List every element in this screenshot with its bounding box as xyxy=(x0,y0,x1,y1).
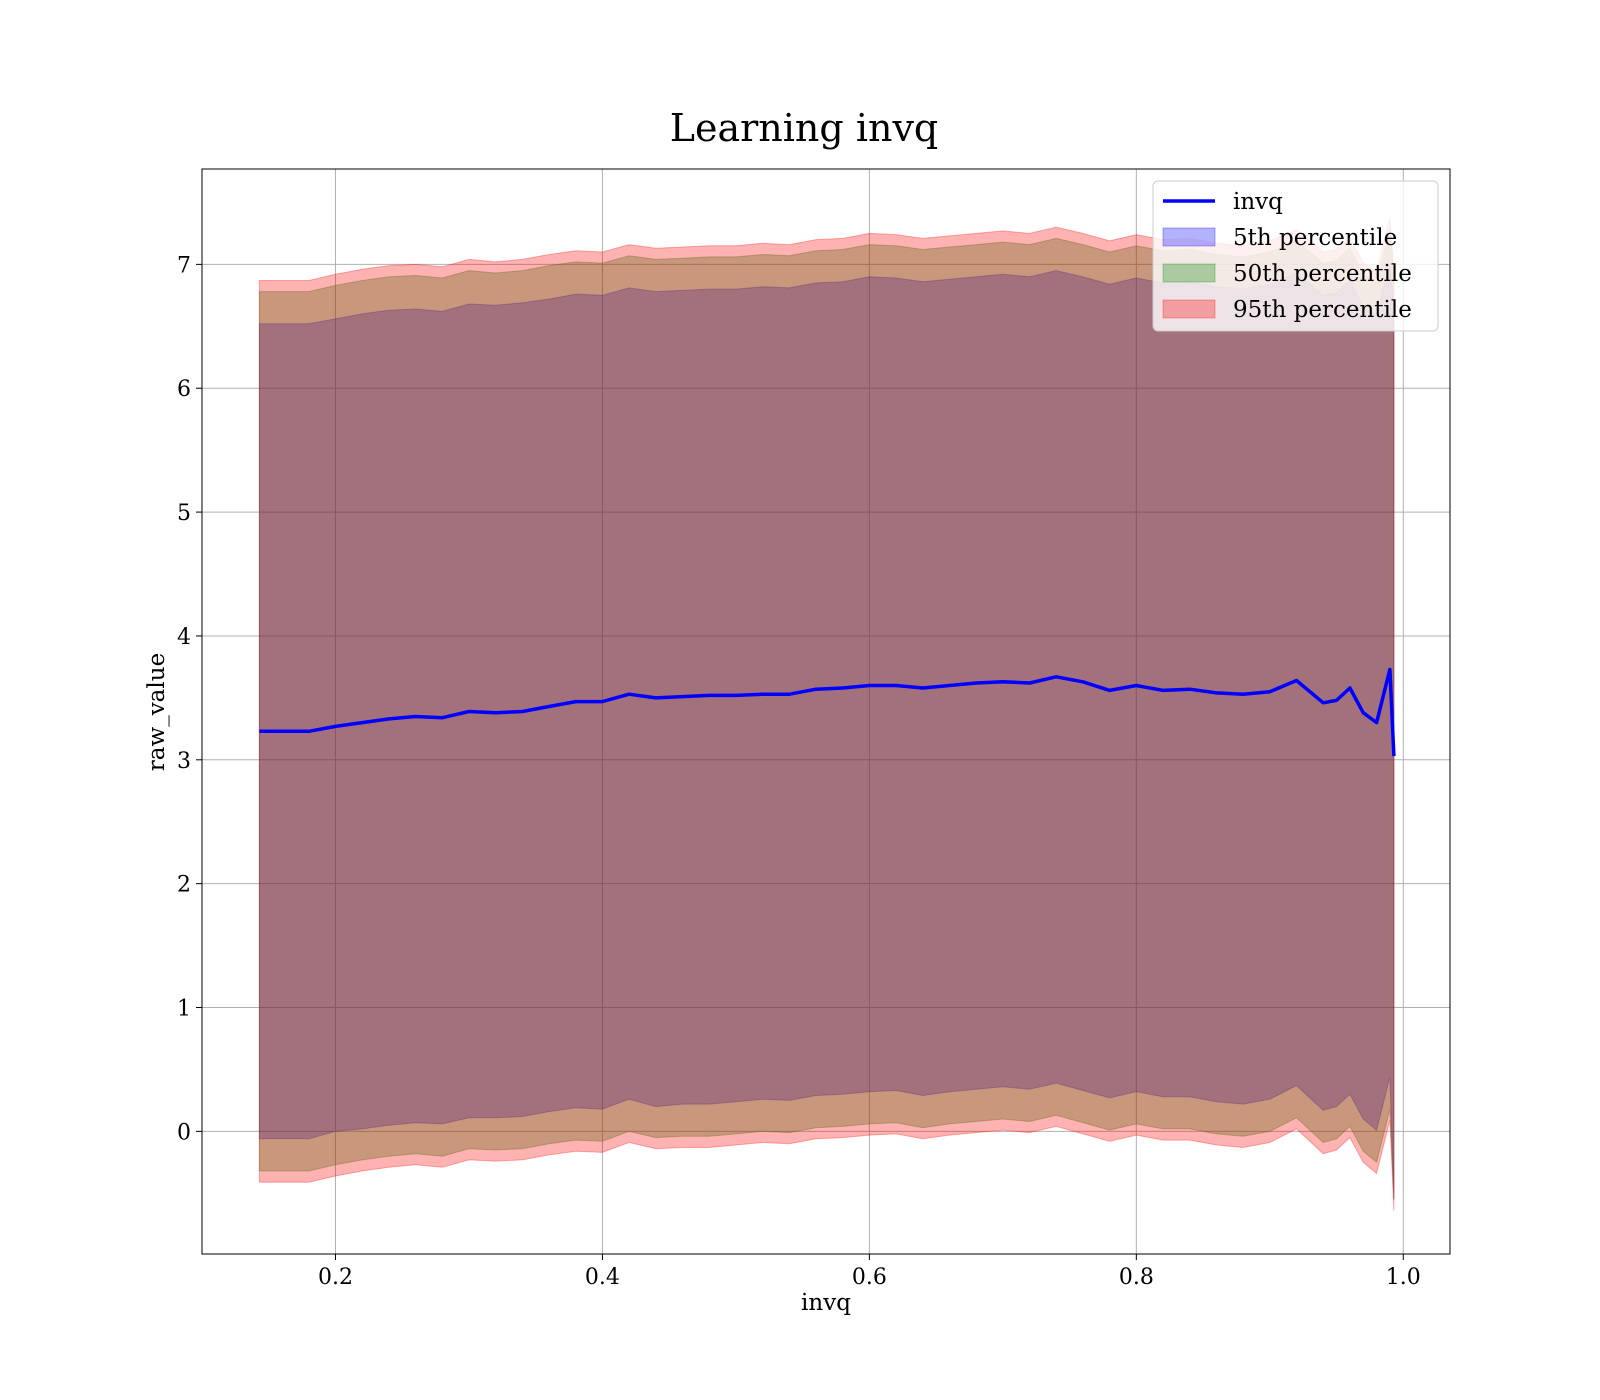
percentile-bands xyxy=(258,218,1395,1211)
y-tick-label: 6 xyxy=(177,377,191,402)
x-tick-label: 0.2 xyxy=(318,1265,353,1290)
y-tick-label: 7 xyxy=(177,253,191,278)
x-tick-label: 0.8 xyxy=(1119,1265,1154,1290)
y-tick-label: 5 xyxy=(177,501,191,526)
y-tick-label: 0 xyxy=(177,1120,191,1145)
band-series-1 xyxy=(258,261,1395,1200)
legend-label: invq xyxy=(1233,189,1283,215)
legend-label: 95th percentile xyxy=(1233,297,1412,323)
y-tick-label: 4 xyxy=(177,625,191,650)
legend-label: 5th percentile xyxy=(1233,225,1397,251)
x-tick-label: 0.4 xyxy=(585,1265,620,1290)
legend-label: 50th percentile xyxy=(1233,261,1412,287)
x-tick-label: 1.0 xyxy=(1386,1265,1421,1290)
legend-box xyxy=(1152,180,1439,332)
y-tick-label: 1 xyxy=(177,997,191,1022)
plot-area xyxy=(202,169,1450,1254)
y-tick-label: 2 xyxy=(177,873,191,898)
band-series-3 xyxy=(258,218,1395,1211)
x-axis-ticks: 0.2 0.4 0.6 0.8 1.0 xyxy=(318,1254,1421,1290)
chart-title: Learning invq xyxy=(670,106,938,150)
legend-band-swatch xyxy=(1162,227,1216,247)
y-axis-label: raw_value xyxy=(144,653,170,771)
grid xyxy=(202,169,1450,1254)
legend: invq 5th percentile 50th percentile 95th pe… xyxy=(1152,180,1439,332)
y-axis-ticks: 0 1 2 3 4 5 6 7 xyxy=(177,253,202,1145)
plot-frame xyxy=(201,168,1451,1255)
legend-band-swatch xyxy=(1162,263,1216,283)
y-tick-label: 3 xyxy=(177,749,191,774)
band-series-2 xyxy=(258,229,1395,1200)
x-axis-label: invq xyxy=(801,1290,851,1316)
line-series-0 xyxy=(259,667,1396,757)
series-lines xyxy=(259,667,1396,757)
x-tick-label: 0.6 xyxy=(852,1265,887,1290)
legend-band-swatch xyxy=(1162,299,1216,319)
